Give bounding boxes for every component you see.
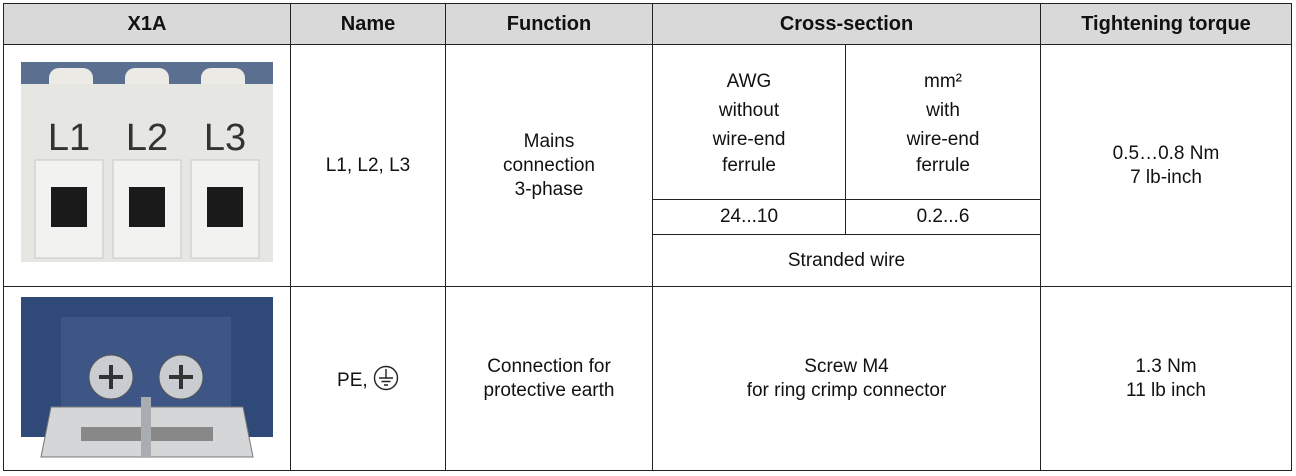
clamp-divider xyxy=(141,397,151,457)
cross-section-cell: Screw M4 for ring crimp connector xyxy=(652,286,1041,471)
text-line: Connection for xyxy=(487,355,611,377)
terminal-hole xyxy=(129,187,165,227)
text-line: connection xyxy=(503,154,595,176)
text-line: mm² xyxy=(924,71,962,92)
header-cell: Name xyxy=(290,3,446,45)
image-label: L2 xyxy=(126,117,168,159)
text-line: with xyxy=(926,100,960,121)
text-line: 1.3 Nm xyxy=(1135,355,1197,377)
text-line: wire-end xyxy=(712,129,786,150)
row: L1 L2 L3 L1, L2, L3 Mains connection 3-p… xyxy=(3,44,1292,287)
text-line: 0.5…0.8 Nm xyxy=(1112,142,1220,164)
terminal-image: L1 L2 L3 xyxy=(21,62,273,262)
pe-image xyxy=(21,287,273,463)
text-line: 7 lb-inch xyxy=(1130,166,1202,188)
text-line: 11 lb inch xyxy=(1126,379,1206,401)
header-cell: Tightening torque xyxy=(1040,3,1292,45)
function-cell: Mains connection 3-phase xyxy=(445,44,653,287)
awg-range-cell: 24...10 xyxy=(652,199,846,235)
text-line: protective earth xyxy=(483,379,615,401)
mm2-range-cell: 0.2...6 xyxy=(845,199,1041,235)
text-line: ferrule xyxy=(916,155,970,176)
header-cell: X1A xyxy=(3,3,291,45)
earth-symbol xyxy=(373,365,399,390)
text-line: for ring crimp connector xyxy=(746,379,947,401)
note-cell: Stranded wire xyxy=(652,234,1041,287)
image-label: L3 xyxy=(204,117,246,159)
header-cell: Cross-section xyxy=(652,3,1041,45)
row: Stranded wire xyxy=(4,234,1292,287)
text-line: AWG xyxy=(726,71,772,92)
terminal-hole xyxy=(207,187,243,227)
mm2-cell: mm² with wire-end ferrule xyxy=(845,44,1041,200)
text-line: without xyxy=(718,100,780,121)
connection-table: X1A Name Function Cross-section Tighteni… xyxy=(3,3,1292,471)
terminal-hole xyxy=(51,187,87,227)
image-label: L1 xyxy=(48,117,90,159)
text-line: wire-end xyxy=(906,129,980,150)
text-line: Mains xyxy=(523,130,575,152)
torque-cell: 0.5…0.8 Nm 7 lb-inch xyxy=(1040,44,1292,287)
image-cell: L1 L2 L3 xyxy=(3,44,291,287)
header-row: X1A Name Function Cross-section Tighteni… xyxy=(3,3,1292,45)
header-cell: Function xyxy=(445,3,653,45)
text-line: ferrule xyxy=(722,155,776,176)
function-cell: Connection for protective earth xyxy=(445,286,653,471)
screw-slot xyxy=(99,365,193,389)
name-cell: L1, L2, L3 xyxy=(290,44,446,287)
row: 24...10 0.2...6 xyxy=(4,199,1292,235)
image-cell xyxy=(3,286,291,471)
awg-cell: AWG without wire-end ferrule xyxy=(652,44,846,200)
row: PE, Connection for protective earth Scre… xyxy=(3,286,1292,471)
name-text: PE, xyxy=(337,369,368,391)
torque-cell: 1.3 Nm 11 lb inch xyxy=(1040,286,1292,471)
text-line: Screw M4 xyxy=(804,355,889,377)
text-line: 3-phase xyxy=(514,178,584,200)
name-cell: PE, xyxy=(290,286,446,471)
